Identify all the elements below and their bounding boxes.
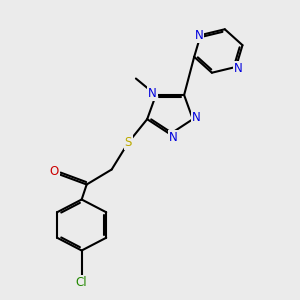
Text: N: N: [234, 62, 243, 75]
Text: N: N: [192, 111, 200, 124]
Text: S: S: [124, 136, 132, 149]
Text: N: N: [169, 130, 178, 144]
Text: Cl: Cl: [76, 275, 88, 289]
Text: O: O: [50, 165, 59, 178]
Text: N: N: [195, 28, 203, 42]
Text: N: N: [148, 87, 157, 100]
